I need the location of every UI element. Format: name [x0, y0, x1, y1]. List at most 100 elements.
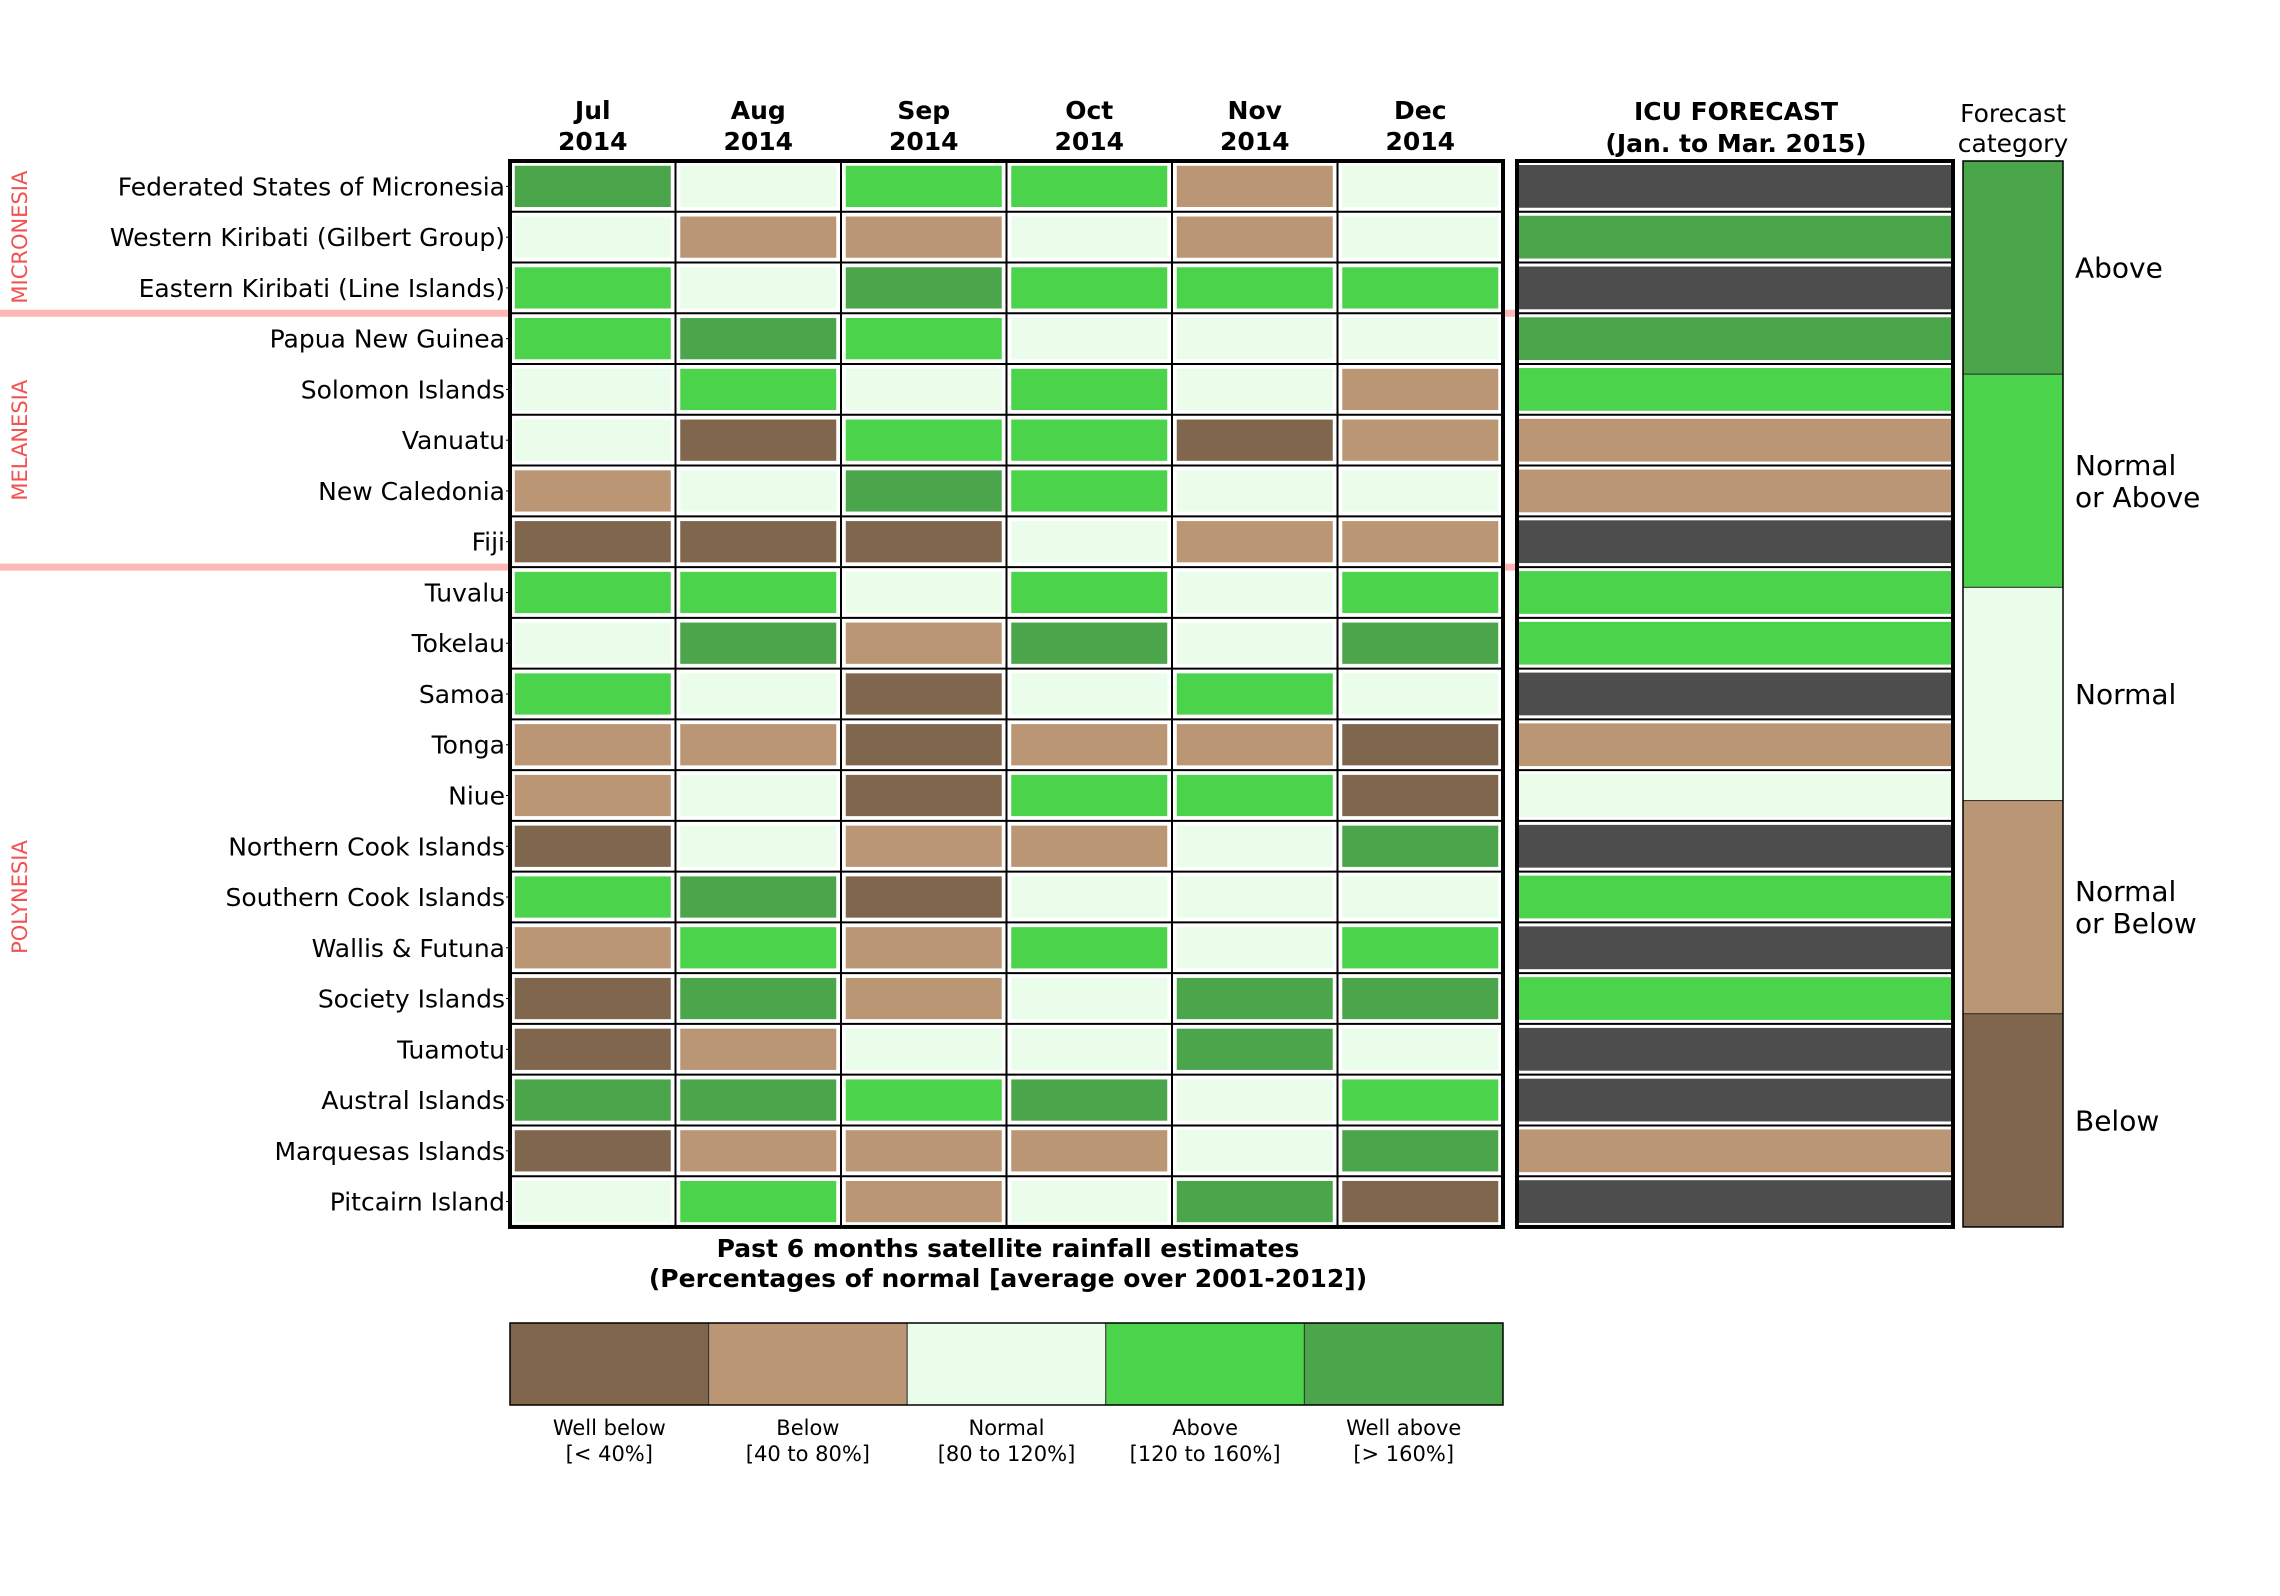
row-label: Eastern Kiribati (Line Islands)	[139, 274, 505, 303]
country-row-labels: Federated States of Micronesia Western Ki…	[110, 172, 510, 1217]
forecast-category-label: Normal	[2075, 449, 2176, 482]
rainfall-cell	[678, 1027, 838, 1072]
rainfall-cell	[678, 722, 838, 767]
row-label: Wallis & Futuna	[312, 934, 505, 963]
row-label: Tuamotu	[396, 1035, 505, 1064]
rainfall-cell	[513, 874, 673, 920]
rainfall-legend-swatch	[509, 1322, 710, 1406]
rainfall-cell	[1340, 1179, 1500, 1224]
row-label: Papua New Guinea	[270, 325, 505, 354]
rainfall-legend-label: Above	[1172, 1416, 1238, 1440]
rainfall-cell	[1340, 215, 1500, 260]
rainfall-cell	[1175, 265, 1335, 311]
rainfall-cell	[513, 722, 673, 767]
rainfall-legend-range: [40 to 80%]	[746, 1442, 870, 1466]
forecast-category-label: Normal	[2075, 875, 2176, 908]
rainfall-legend-label: Below	[776, 1416, 839, 1440]
rainfall-cell	[1340, 570, 1500, 615]
rainfall-cell	[1009, 316, 1169, 361]
forecast-bar	[1519, 774, 1951, 817]
rainfall-legend-swatch	[1303, 1322, 1504, 1406]
row-label: Samoa	[419, 680, 505, 709]
forecast-bar	[1519, 875, 1951, 919]
forecast-category-label: Normal	[2075, 678, 2176, 711]
rainfall-cell	[844, 519, 1004, 564]
forecast-bar	[1519, 368, 1951, 411]
month-column-headers: Jul2014Aug2014Sep2014Oct2014Nov2014Dec20…	[558, 96, 1455, 156]
row-label: Marquesas Islands	[274, 1137, 505, 1166]
rainfall-cell	[1009, 468, 1169, 514]
rainfall-cell	[1009, 570, 1169, 615]
rainfall-cell	[1175, 824, 1335, 869]
rainfall-legend: Well below[< 40%]Below[40 to 80%]Normal[…	[509, 1322, 1504, 1466]
rainfall-cell	[513, 468, 673, 514]
rainfall-cell	[678, 1128, 838, 1173]
rainfall-cell	[844, 925, 1004, 970]
rainfall-cell	[1175, 874, 1335, 920]
rainfall-cell	[844, 1128, 1004, 1173]
rainfall-cell	[513, 925, 673, 970]
rainfall-cell	[1009, 874, 1169, 920]
rainfall-legend-range: [< 40%]	[566, 1442, 653, 1466]
rainfall-cell	[678, 367, 838, 412]
region-label-polynesia: POLYNESIA	[8, 839, 32, 953]
forecast-bar	[1519, 672, 1951, 716]
rainfall-cell	[678, 621, 838, 666]
rainfall-cell	[678, 824, 838, 869]
forecast-bar	[1519, 418, 1951, 462]
row-label: Niue	[448, 782, 505, 811]
rainfall-cell	[513, 164, 673, 209]
rainfall-cell	[513, 215, 673, 260]
rainfall-cell	[1009, 367, 1169, 412]
rainfall-cell	[1340, 1128, 1500, 1173]
row-label: Pitcairn Island	[330, 1188, 505, 1217]
rainfall-cell	[1009, 1128, 1169, 1173]
rainfall-cell	[1340, 874, 1500, 920]
rainfall-cell	[1175, 925, 1335, 970]
rainfall-cell	[513, 367, 673, 412]
rainfall-cell	[1175, 671, 1335, 717]
rainfall-cell	[844, 824, 1004, 869]
forecast-category-swatch-normal_or_above	[1962, 373, 2064, 588]
forecast-bar	[1519, 215, 1951, 259]
row-label: Tonga	[431, 731, 505, 760]
rainfall-cell	[844, 671, 1004, 717]
column-month-2: Sep	[897, 96, 950, 125]
rainfall-cell	[1175, 722, 1335, 767]
rainfall-cell	[513, 1128, 673, 1173]
row-label: New Caledonia	[318, 477, 505, 506]
rainfall-cell	[678, 1077, 838, 1123]
rainfall-cell	[1340, 621, 1500, 666]
rainfall-cell	[844, 976, 1004, 1021]
rainfall-cell	[678, 1179, 838, 1224]
forecast-subtitle: (Jan. to Mar. 2015)	[1605, 129, 1866, 158]
rainfall-legend-swatch	[708, 1322, 908, 1406]
rainfall-cell	[1009, 265, 1169, 311]
rainfall-cell	[1175, 621, 1335, 666]
forecast-bar	[1519, 1180, 1951, 1223]
rainfall-cell	[1340, 1027, 1500, 1072]
region-label-micronesia: MICRONESIA	[8, 170, 32, 304]
rainfall-cell	[678, 976, 838, 1021]
chart-subtitle: (Percentages of normal [average over 200…	[649, 1264, 1367, 1293]
forecast-bar	[1519, 926, 1951, 970]
rainfall-cell	[1175, 1027, 1335, 1072]
rainfall-cell	[678, 519, 838, 564]
rainfall-cell	[678, 671, 838, 717]
rainfall-cell	[513, 1027, 673, 1072]
rainfall-cell	[1175, 1128, 1335, 1173]
forecast-category-swatch-normal_or_below	[1962, 800, 2064, 1015]
rainfall-cell	[1175, 468, 1335, 514]
row-label: Western Kiribati (Gilbert Group)	[110, 223, 505, 252]
icu-forecast-panel: ICU FORECAST (Jan. to Mar. 2015)	[1515, 97, 1955, 1229]
rainfall-cell	[678, 265, 838, 311]
forecast-bar	[1519, 266, 1951, 310]
forecast-category-border	[1962, 160, 2064, 1228]
region-labels: MICRONESIA MELANESIA POLYNESIA	[8, 170, 32, 954]
forecast-category-label: or Below	[2075, 907, 2197, 940]
rainfall-cell	[1009, 215, 1169, 260]
rainfall-cell	[1340, 976, 1500, 1021]
rainfall-cell	[1175, 418, 1335, 463]
forecast-bar	[1519, 824, 1951, 868]
